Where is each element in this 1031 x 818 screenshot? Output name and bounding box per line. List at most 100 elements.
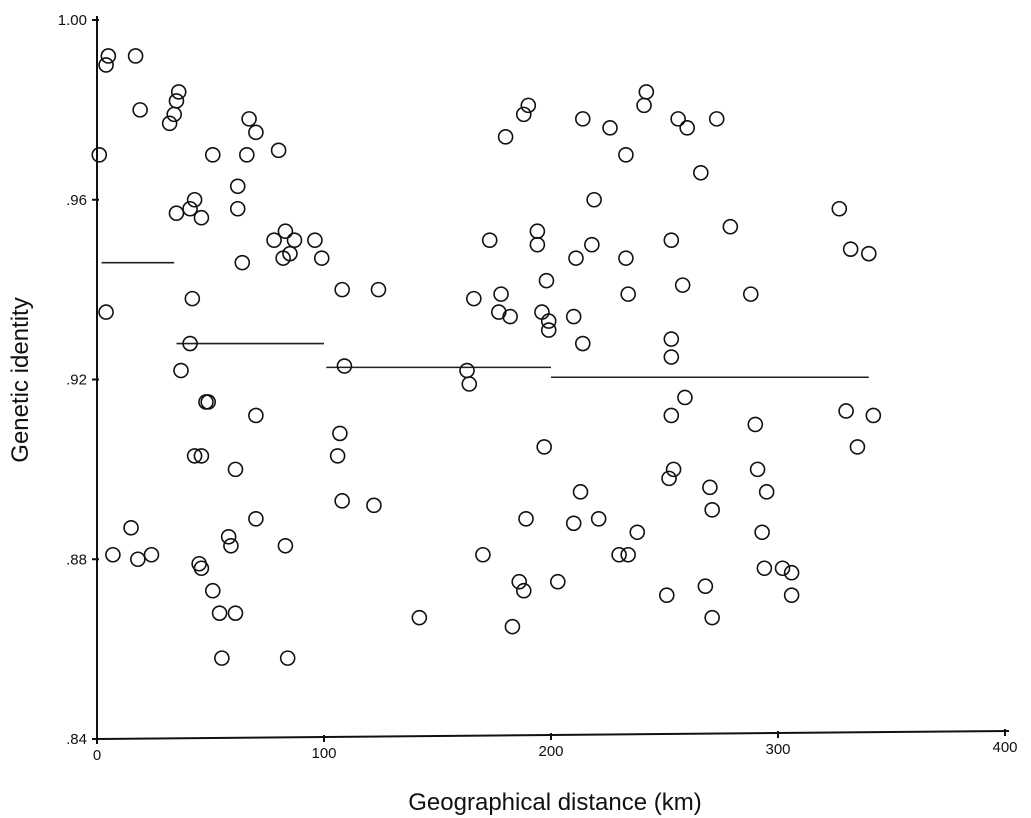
y-tick-label: .92 [66,372,87,389]
data-point [204,147,221,163]
data-point [182,200,198,217]
x-tick-label: 0 [93,747,101,764]
data-point [127,48,144,64]
data-point [130,551,146,568]
data-point [481,232,498,248]
data-point [774,560,791,577]
data-point [663,331,680,347]
data-point [502,308,518,325]
data-point [674,277,691,293]
data-point [166,106,182,123]
data-point [248,124,264,141]
data-point [747,416,764,433]
data-point [636,97,652,114]
data-point [193,560,210,577]
data-point [475,546,491,563]
data-point [618,250,634,266]
data-point [461,376,478,392]
data-point [749,461,766,478]
data-point [704,502,720,518]
data-point [186,448,203,464]
data-point [277,537,294,554]
data-point [849,439,866,455]
data-point [277,223,294,240]
data-point [754,524,770,541]
data-point [497,129,514,145]
data-point [193,209,210,226]
data-point [229,200,246,217]
axes [96,16,1010,740]
data-point [831,200,848,217]
data-point [105,546,121,563]
data-point [540,322,557,338]
data-point [168,93,185,109]
data-point [865,407,882,424]
data-point [193,448,210,464]
mean-lines [101,261,869,379]
data-point [220,528,237,545]
data-point [248,407,264,424]
data-point [286,232,303,248]
data-point [679,120,696,136]
data-point [200,394,217,410]
data-point [860,245,877,262]
data-point [234,254,251,271]
data-point [665,461,682,478]
data-point [266,232,282,248]
data-point [529,223,546,240]
data-point [307,232,323,248]
data-point [184,290,201,307]
data-point [756,560,773,577]
data-point [91,147,108,163]
x-axis [96,730,1010,740]
data-point [241,111,257,127]
data-point [182,335,198,352]
data-point [536,439,552,455]
data-point [611,546,627,563]
data-point [663,407,680,424]
data-point [661,470,677,487]
data-point [168,205,185,222]
data-point [574,335,591,352]
x-tick-label: 100 [311,745,336,762]
data-point [584,236,600,253]
data-point [366,497,382,514]
data-point [186,191,203,208]
data-point [629,524,646,541]
data-point [568,250,584,266]
data-point [538,272,555,289]
data-point [620,286,636,302]
data-point [98,57,114,73]
data-point [100,48,117,64]
data-point [586,191,602,208]
ticks: .84 .88 .92 .96 1.00 0 100 200 300 400 [58,12,1018,764]
data-point [161,115,178,132]
data-point [98,304,114,320]
data-point [332,425,348,442]
data-point [518,511,534,527]
data-point [270,142,287,159]
data-point [493,286,509,302]
data-point [248,511,264,527]
data-point [783,564,800,581]
x-tick-label: 300 [765,741,790,758]
data-point [279,650,296,666]
data-point [842,241,859,257]
data-point [702,479,718,496]
data-point [313,250,330,266]
y-tick-label: 1.00 [58,12,87,29]
data-point [211,605,228,621]
data-point [534,304,550,320]
data-point [708,111,725,127]
data-point [204,582,221,599]
data-point [697,578,714,595]
data-point [565,308,582,325]
data-point [722,218,739,235]
x-tick-label: 400 [992,739,1017,756]
data-point [239,147,255,163]
data-point [466,290,482,307]
data-point [540,313,557,329]
data-point [520,97,537,114]
data-point [170,84,187,100]
